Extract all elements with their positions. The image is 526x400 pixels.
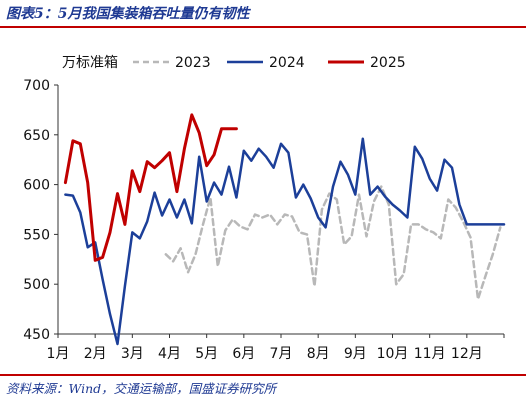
series-layer xyxy=(63,113,506,346)
x-tick-label: 7月 xyxy=(270,346,293,362)
y-tick-label: 700 xyxy=(23,78,50,94)
x-tick-label: 3月 xyxy=(121,346,144,362)
title-rule xyxy=(0,26,526,28)
chart-legend: 2023 2024 2025 xyxy=(133,55,406,71)
x-tick-label: 12月 xyxy=(451,346,483,362)
x-tick-label: 4月 xyxy=(158,346,181,362)
series-line-2024 xyxy=(64,137,506,346)
x-tick-label: 2月 xyxy=(84,346,107,362)
x-tick-label: 1月 xyxy=(47,346,70,362)
y-tick-label: 650 xyxy=(23,128,50,144)
x-tick-label: 6月 xyxy=(232,346,255,362)
series-line-2023 xyxy=(164,185,502,301)
y-tick-label: 500 xyxy=(23,277,50,293)
source-note: 资料来源：Wind，交通运输部，国盛证券研究所 xyxy=(6,381,277,396)
y-tick-label: 550 xyxy=(23,227,50,243)
legend-label-2025: 2025 xyxy=(370,55,406,71)
y-tick-label: 600 xyxy=(23,178,50,194)
unit-label: 万标准箱 xyxy=(62,55,118,71)
x-tick-label: 8月 xyxy=(307,346,330,362)
series-line-2025 xyxy=(63,113,238,262)
figure-title: 图表5：5月我国集装箱吞吐量仍有韧性 xyxy=(6,6,250,22)
legend-label-2024: 2024 xyxy=(269,55,305,71)
source-rule xyxy=(0,374,526,376)
chart-axes: 450 500 550 600 650 700 1月 2月 3月 4月 5月 6月 7月 8月 9月 10月 1… xyxy=(23,78,505,362)
x-tick-label: 11月 xyxy=(414,346,446,362)
x-tick-label: 10月 xyxy=(377,346,409,362)
legend-label-2023: 2023 xyxy=(175,55,211,71)
x-tick-label: 5月 xyxy=(195,346,218,362)
y-tick-label: 450 xyxy=(23,327,50,343)
x-tick-label: 9月 xyxy=(344,346,367,362)
